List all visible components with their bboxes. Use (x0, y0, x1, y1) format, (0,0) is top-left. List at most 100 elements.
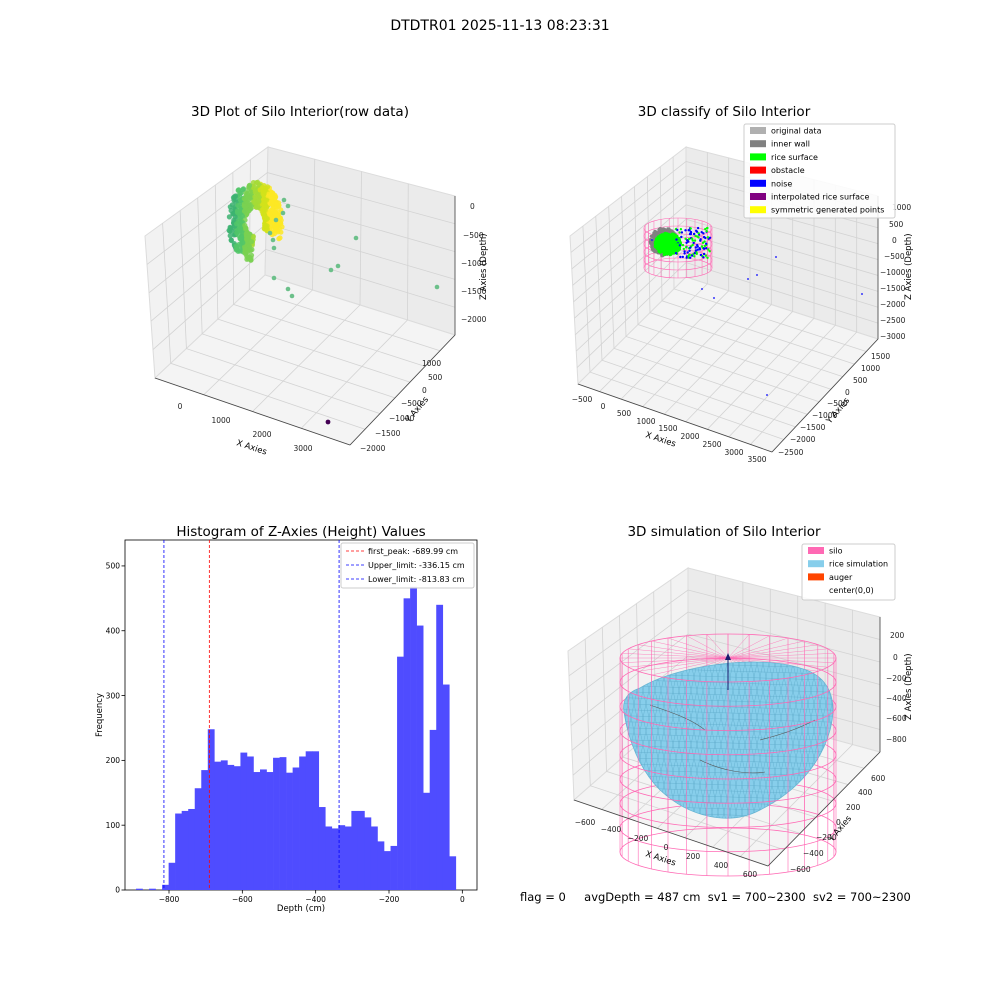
classified-point (693, 239, 697, 242)
raw-3d-ytick: 1000 (422, 359, 441, 368)
mesh-line (719, 662, 761, 819)
simulation-3d-ztick: −600 (886, 714, 907, 723)
histogram-y-ticks: 0 100 200 300 400 500 (106, 562, 125, 895)
histogram-bar (188, 808, 196, 890)
silo-roof-spoke (727, 637, 789, 659)
histogram-bar (403, 598, 411, 890)
simulation-3d-y-axis (767, 751, 881, 867)
classified-point (675, 238, 678, 241)
histogram-bar (318, 807, 326, 890)
classify-3d-legend-label: symmetric generated points (771, 206, 884, 215)
classified-point (691, 239, 694, 242)
histogram-bar (266, 772, 274, 890)
simulation-3d-legend-label: rice simulation (829, 560, 888, 569)
histogram-bar (260, 769, 267, 890)
silo-roof-spoke (686, 635, 729, 659)
histogram-bar (338, 825, 346, 890)
raw-data-point (271, 245, 277, 251)
rice-surface-point (654, 245, 658, 249)
raw-data-point (241, 201, 247, 207)
simulation-3d-ztick: 200 (890, 631, 905, 640)
classify-3d-legend: original data inner wall rice surface obsta… (743, 123, 896, 219)
noise-point (747, 278, 749, 280)
silo-roof-spoke (727, 634, 750, 659)
inner-wall-point (651, 240, 655, 244)
rice-surface-point (660, 239, 664, 243)
raw-3d-ztick: −1500 (461, 287, 487, 296)
simulation-3d-ytick: −400 (803, 849, 824, 858)
histogram-y-tick: 200 (106, 756, 121, 765)
raw-data-point (289, 293, 295, 299)
classify-3d-ztick: −1000 (880, 268, 906, 277)
raw-data-point (246, 243, 252, 249)
classified-point (680, 231, 684, 234)
classify-3d-xtick: 3000 (724, 448, 743, 457)
classified-point (696, 235, 699, 238)
rice-surface-point (663, 246, 667, 250)
grid-line (197, 197, 396, 399)
legend-swatch (750, 179, 766, 187)
histogram-bar (279, 757, 287, 890)
raw-data-point (255, 198, 262, 204)
mesh-line (743, 662, 785, 819)
histogram-bar (410, 586, 417, 890)
histogram-legend-box (340, 542, 475, 589)
histogram-reference-lines (163, 540, 340, 890)
classify-3d-xtick: 1000 (636, 417, 655, 426)
classify-3d-title: 3D classify of Silo Interior (638, 104, 811, 120)
classified-point (708, 236, 712, 239)
raw-data-point (242, 222, 248, 228)
raw-data-point (237, 227, 243, 233)
raw-data-point (226, 214, 232, 220)
classify-3d-xtick: 3500 (747, 455, 766, 464)
classified-point (687, 229, 690, 232)
raw-3d-xtick: 2000 (252, 430, 271, 439)
raw-data-point (263, 197, 270, 203)
silo-roof-spoke (638, 657, 729, 672)
histogram-x-tick: −200 (379, 895, 400, 904)
mesh-line (705, 662, 747, 819)
classify-3d-ytick: −1000 (812, 411, 838, 420)
raw-3d-y-axis (349, 334, 456, 446)
raw-3d-xtick: 0 (178, 402, 183, 411)
histogram-bar (384, 851, 391, 890)
classified-point (706, 236, 710, 239)
classified-point (688, 249, 691, 252)
grid-line (203, 159, 316, 396)
grid-line (572, 189, 879, 286)
raw-3d-ytick: −1500 (375, 429, 401, 438)
rice-surface-point (668, 237, 672, 241)
histogram-bar (312, 751, 320, 890)
histogram-bar (377, 841, 385, 890)
inner-wall-point (654, 230, 658, 234)
histogram-bar (325, 826, 333, 890)
raw-data-point (325, 419, 331, 425)
legend-swatch (750, 166, 766, 174)
silo-roof-spoke (628, 657, 729, 668)
raw-3d-ytick: −500 (401, 399, 422, 408)
histogram-bar (416, 625, 424, 890)
classified-point (696, 248, 699, 251)
simulation-3d-title: 3D simulation of Silo Interior (627, 524, 821, 540)
classified-point (695, 230, 699, 233)
histogram-bar (253, 772, 261, 890)
rice-surface-point (660, 234, 664, 238)
silo-roof-spoke (727, 653, 834, 659)
raw-3d-ztick: 0 (470, 202, 475, 211)
raw-data-point (257, 187, 263, 193)
histogram-bar (136, 888, 143, 890)
mesh-line (657, 662, 699, 819)
classify-3d-y-axis (771, 338, 879, 453)
panel-histogram: Histogram of Z-Axies (Height) Values −80… (95, 524, 478, 914)
grid-line (573, 204, 879, 303)
mesh-line (663, 662, 705, 819)
classified-point (681, 243, 685, 247)
grid-line (575, 233, 879, 335)
classified-point (706, 256, 709, 259)
classified-point (692, 241, 695, 245)
classify-3d-ytick: −2500 (778, 448, 804, 457)
noise-point (651, 239, 653, 241)
classified-point (692, 232, 696, 236)
histogram-y-tick: 0 (115, 886, 120, 895)
raw-data-point (244, 235, 250, 241)
